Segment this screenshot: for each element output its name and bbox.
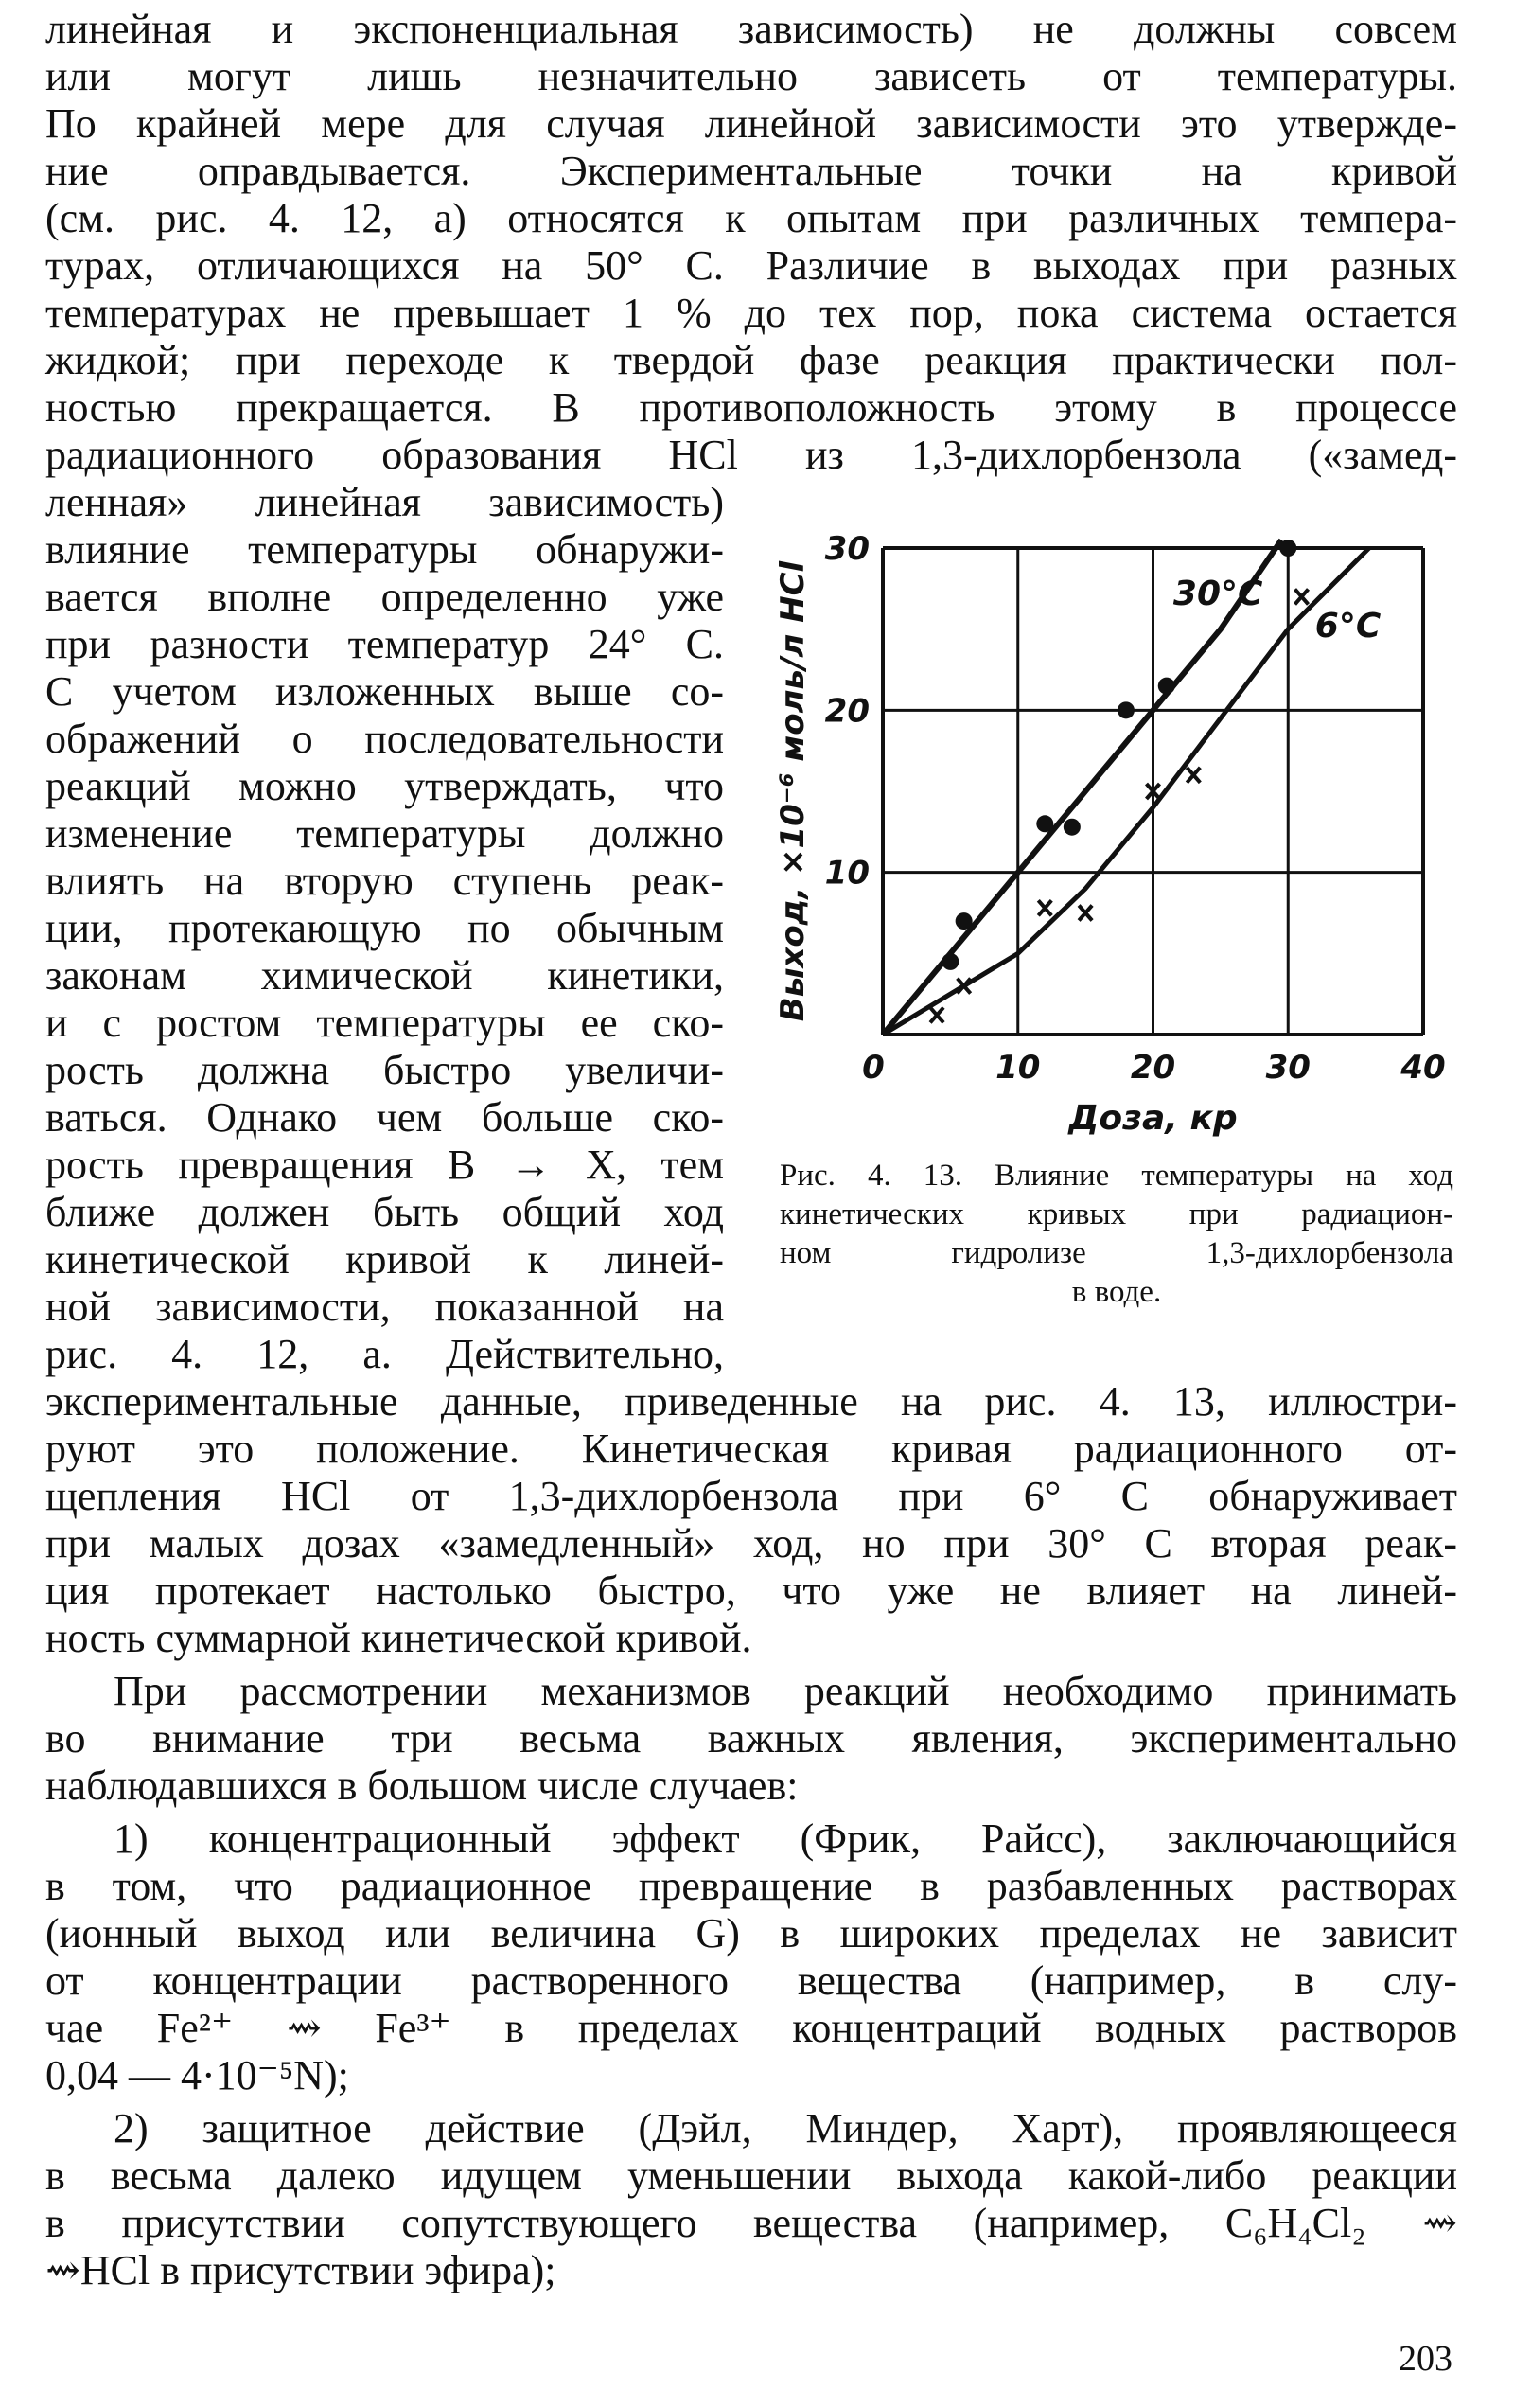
y-axis-label: Выход, ×10⁻⁶ моль/л HCl — [774, 559, 812, 1021]
data-point-cross — [1144, 782, 1162, 801]
text-line: в воде. — [1071, 1275, 1162, 1309]
text-line: (см. рис. 4. 12, а) относятся к опытам п… — [45, 195, 1457, 241]
paragraph-continuation-end: экспериментальные данные, приведенные на… — [45, 1378, 1457, 1662]
text-line: По крайней мере для случая линейной зави… — [45, 100, 1457, 147]
text-line: ближе должен быть общий ход — [45, 1189, 724, 1235]
text-line: ображений о последовательности — [45, 716, 724, 762]
y-tick-label: 10 — [825, 855, 870, 893]
text-line: экспериментальные данные, приведенные на… — [45, 1378, 1457, 1425]
text-line: рость превращения B → X, тем — [45, 1142, 724, 1188]
page-number: 203 — [1399, 2339, 1452, 2379]
text-line: температурах не превышает 1 % до тех пор… — [45, 290, 1457, 336]
text-line: ность суммарной кинетической кривой. — [45, 1615, 752, 1661]
x-tick-label: 30 — [1266, 1049, 1311, 1087]
text-line: рис. 4. 12, а. Действительно, — [45, 1331, 724, 1377]
data-point-cross — [928, 1006, 945, 1024]
x-tick-label: 40 — [1400, 1049, 1445, 1087]
data-point-dot — [1117, 701, 1135, 719]
text-line: в присутствии сопутствующего вещества (н… — [45, 2200, 1457, 2246]
text-line: ние оправдывается. Экспериментальные точ… — [45, 148, 1457, 194]
text-line: кинетической кривой к линей- — [45, 1236, 724, 1283]
x-tick-label: 10 — [995, 1049, 1040, 1087]
data-point-cross — [1077, 904, 1094, 922]
y-tick-label: 30 — [825, 530, 870, 568]
text-line: или могут лишь незначительно зависеть от… — [45, 53, 1457, 99]
text-line: радиационного образования HCl из 1,3-дих… — [45, 432, 1457, 478]
data-point-dot — [942, 952, 959, 970]
x-tick-label: 20 — [1131, 1049, 1175, 1087]
text-line: 1) концентрационный эффект (Фрик, Райсс)… — [114, 1815, 1457, 1862]
text-line: ностью прекращается. В противоположность… — [45, 384, 1457, 431]
paragraph: 1) концентрационный эффект (Фрик, Райсс)… — [45, 1815, 1457, 2099]
text-line: ции, протекающую по обычным — [45, 905, 724, 951]
text-line: руют это положение. Кинетическая кривая … — [45, 1425, 1457, 1472]
text-line: ленная» линейная зависимость) — [45, 479, 724, 525]
text-line: ваться. Однако чем больше ско- — [45, 1094, 724, 1141]
text-line: реакций можно утверждать, что — [45, 763, 724, 809]
text-line: 0,04 — 4·10⁻⁵N); — [45, 2052, 349, 2098]
text-line: ном гидролизе 1,3-дихлорбензола — [780, 1236, 1453, 1270]
body-paragraphs: При рассмотрении механизмов реакций необ… — [45, 1662, 1457, 2294]
text-line: законам химической кинетики, — [45, 952, 724, 999]
paragraph: При рассмотрении механизмов реакций необ… — [45, 1668, 1457, 1810]
text-line: во внимание три весьма важных явления, э… — [45, 1715, 1457, 1762]
y-tick-label: 20 — [825, 692, 870, 730]
paragraph-narrow-column: ленная» линейная зависимость) влияние тем… — [45, 479, 724, 1378]
text-line: кинетических кривых при радиацион- — [780, 1197, 1453, 1231]
text-line: и с ростом температуры ее ско- — [45, 1000, 724, 1046]
text-line: влиять на вторую ступень реак- — [45, 858, 724, 904]
text-line: вается вполне определенно уже — [45, 574, 724, 620]
data-point-cross — [1185, 766, 1202, 785]
text-line: (ионный выход или величина G) в широких … — [45, 1910, 1457, 1956]
text-line: ⇝HCl в присутствии эфира); — [45, 2247, 556, 2293]
series-curve-30c — [880, 538, 1284, 1036]
data-point-dot — [1157, 677, 1175, 695]
figure-4-13-chart: 0 10 20 30 40 10 20 30 Доза, кр Выход, ×10⁻⁶ моль… — [774, 530, 1446, 1138]
data-point-dot — [955, 912, 973, 930]
text-line: Рис. 4. 13. Влияние температуры на ход — [780, 1159, 1453, 1193]
text-line: турах, отличающихся на 50° С. Различие в… — [45, 242, 1457, 289]
text-line: от концентрации растворенного вещества (… — [45, 1957, 1457, 2004]
text-line: 2) защитное действие (Дэйл, Миндер, Харт… — [114, 2105, 1457, 2151]
text-line: в том, что радиационное превращение в ра… — [45, 1863, 1457, 1909]
data-point-dot — [1063, 818, 1081, 836]
data-point-dot — [1279, 540, 1297, 557]
paragraph: 2) защитное действие (Дэйл, Миндер, Харт… — [45, 2105, 1457, 2294]
text-line: ной зависимости, показанной на — [45, 1284, 724, 1330]
data-point-cross — [956, 977, 973, 995]
text-line: чае Fe²⁺ ⇝ Fe³⁺ в пределах концентраций … — [45, 2005, 1457, 2051]
data-point-cross — [1294, 588, 1311, 606]
paragraph-continuation: линейная и экспоненциальная зависимость)… — [45, 6, 1457, 479]
text-line: в весьма далеко идущем уменьшении выхода… — [45, 2152, 1457, 2199]
x-axis-label: Доза, кр — [1067, 1099, 1237, 1138]
text-line: щепления HCl от 1,3-дихлорбензола при 6°… — [45, 1473, 1457, 1519]
text-line: влияние температуры обнаружи- — [45, 526, 724, 573]
series-label-6c: 6°C — [1315, 607, 1382, 646]
data-point-cross — [1036, 899, 1053, 917]
text-line: При рассмотрении механизмов реакций необ… — [114, 1668, 1457, 1714]
text-line: ция протекает настолько быстро, что уже … — [45, 1567, 1457, 1614]
text-line: при разности температур 24° С. — [45, 621, 724, 667]
text-line: наблюдавшихся в большом числе случаев: — [45, 1762, 799, 1809]
text-line: изменение температуры должно — [45, 810, 724, 857]
text-line: при малых дозах «замедленный» ход, но пр… — [45, 1520, 1457, 1567]
figure-caption: Рис. 4. 13. Влияние температуры на ход ки… — [780, 1157, 1453, 1312]
text-line: С учетом изложенных выше со- — [45, 668, 724, 715]
data-point-dot — [1036, 815, 1054, 833]
text-line: жидкой; при переходе к твердой фазе реак… — [45, 337, 1457, 383]
text-line: рость должна быстро увеличи- — [45, 1047, 724, 1093]
text-line: линейная и экспоненциальная зависимость)… — [45, 6, 1457, 52]
series-label-30c: 30°C — [1173, 575, 1263, 613]
x-tick-label: 0 — [862, 1049, 885, 1087]
